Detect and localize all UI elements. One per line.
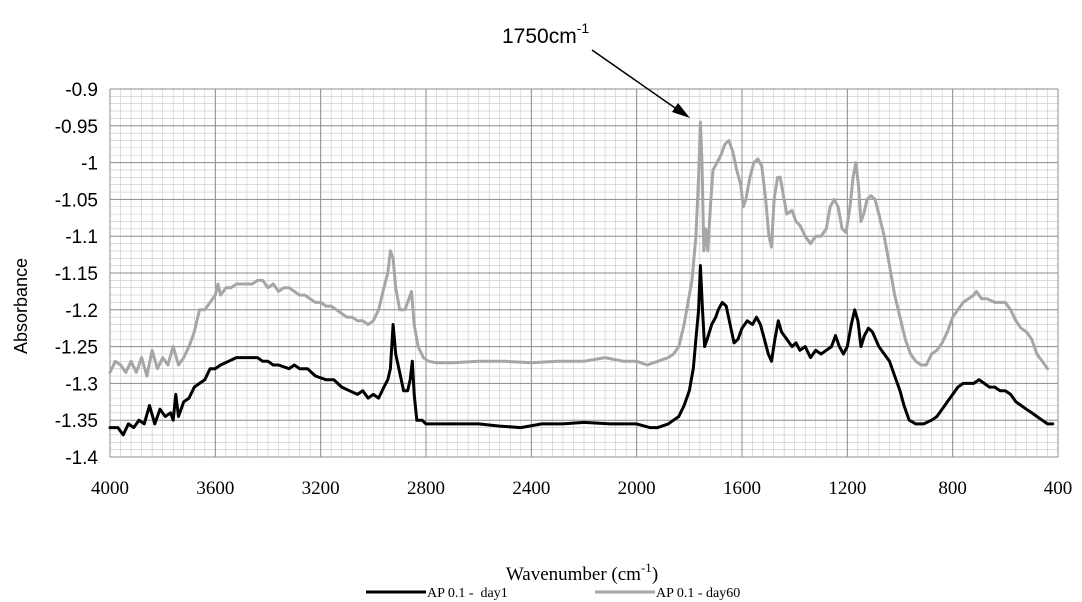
legend-label-day60: AP 0.1 - day60 <box>656 586 740 601</box>
x-tick-label: 3200 <box>302 478 340 499</box>
x-tick-label: 4000 <box>91 478 129 499</box>
y-tick-label: -1.05 <box>55 190 98 211</box>
x-tick-label: 2800 <box>407 478 445 499</box>
x-tick-label: 2000 <box>618 478 656 499</box>
annotation-label: 1750cm-1 <box>502 20 589 48</box>
y-tick-label: -1.15 <box>55 264 98 285</box>
y-tick-label: -0.9 <box>65 80 98 101</box>
y-tick-labels: -0.9 -0.95 -1 -1.05 -1.1 -1.15 -1.2 -1.25 -1.3 -1… <box>55 80 99 469</box>
y-tick-label: -1.1 <box>65 227 98 248</box>
x-axis-title-text: Wavenumber (cm <box>506 564 641 585</box>
y-tick-label: -0.95 <box>55 117 98 138</box>
series-line-day1 <box>108 264 1055 437</box>
y-tick-label: -1.3 <box>65 374 98 395</box>
y-tick-label: -1.4 <box>65 448 98 469</box>
annotation-arrow-line <box>591 49 679 111</box>
x-tick-labels: 4000 3600 3200 2800 2400 2000 1600 1200 800 400 <box>91 478 1072 499</box>
series-line-day60 <box>108 120 1049 378</box>
y-tick-label: -1.25 <box>55 338 98 359</box>
grid-major <box>109 88 1059 458</box>
peak-annotation: 1750cm-1 <box>502 20 690 118</box>
x-tick-label: 1600 <box>723 478 761 499</box>
y-tick-label: -1.2 <box>65 301 98 322</box>
x-tick-label: 800 <box>938 478 967 499</box>
x-tick-label: 400 <box>1044 478 1073 499</box>
legend-label-day1: AP 0.1 - day1 <box>427 586 508 601</box>
annotation-arrowhead <box>672 103 690 118</box>
x-tick-label: 1200 <box>828 478 866 499</box>
y-axis-title: Absorbance <box>11 258 31 354</box>
x-axis-title: Wavenumber (cm-1) <box>506 560 658 585</box>
annotation-sup: -1 <box>577 20 590 36</box>
x-axis-title-sup: -1 <box>641 560 652 575</box>
x-tick-label: 3600 <box>196 478 234 499</box>
legend: AP 0.1 - day1 AP 0.1 - day60 <box>366 586 740 601</box>
x-tick-label: 2400 <box>512 478 550 499</box>
y-tick-label: -1.35 <box>55 411 98 432</box>
y-tick-label: -1 <box>81 154 98 175</box>
series-layer <box>108 120 1055 437</box>
x-axis-title-close: ) <box>652 564 658 585</box>
annotation-text: 1750cm <box>502 25 577 48</box>
